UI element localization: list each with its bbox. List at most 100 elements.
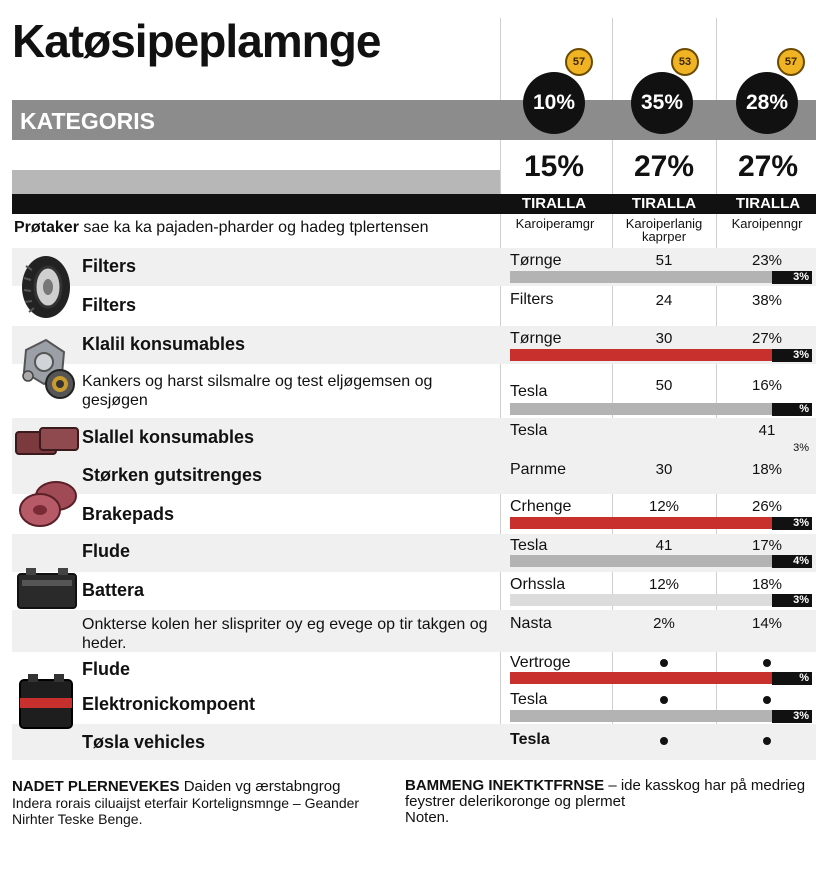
row-label: Størken gutsitrenges	[82, 465, 263, 485]
row-vendor: Nasta	[510, 615, 552, 632]
column-divider	[612, 18, 613, 752]
row-label: Slallel konsumables	[82, 427, 255, 447]
row-label: Kankers og harst silsmalre og test eljøg…	[82, 373, 433, 409]
brake-pad-icon	[15, 427, 79, 455]
battery-icon	[17, 568, 77, 609]
row-vendor: Tesla	[510, 383, 548, 400]
dot-icon	[763, 659, 771, 667]
row-value-1: 12%	[648, 498, 680, 515]
row-tag: %	[772, 403, 812, 416]
row-background	[12, 418, 816, 456]
row-value-1: 30	[655, 330, 673, 347]
row-value-1: 2%	[653, 615, 675, 632]
row-tag: %	[772, 672, 812, 685]
tire-icon	[22, 256, 70, 318]
row-background	[12, 456, 816, 494]
column-big-percent: 27%	[633, 150, 695, 183]
row-bar	[510, 349, 810, 361]
row-bar	[510, 517, 810, 529]
header-strip	[12, 194, 816, 214]
row-vendor: Tesla	[510, 422, 548, 439]
column-subheader: Karoiperamgr	[515, 216, 595, 231]
row-bar	[510, 403, 810, 415]
row-bar	[510, 271, 810, 283]
row-value-2: 18%	[751, 576, 783, 593]
column-big-percent: 15%	[523, 150, 585, 183]
row-value-1: 41	[655, 537, 673, 554]
page-title: Katøsipeplamnge	[12, 15, 381, 67]
row-tag: 3%	[772, 271, 812, 284]
row-vendor: Filters	[510, 291, 554, 308]
row-bar	[510, 710, 810, 722]
row-value-2	[718, 732, 816, 749]
row-background	[12, 610, 816, 652]
row-label: Tøsla vehicles	[82, 732, 206, 752]
column-divider	[716, 18, 717, 752]
battery-module-icon	[19, 674, 73, 729]
row-value-1: 12%	[648, 576, 680, 593]
row-tag: 3%	[772, 517, 812, 530]
row-value-1	[614, 654, 714, 671]
row-label: Filters	[82, 256, 137, 276]
row-vendor: Tesla	[510, 731, 550, 748]
dot-icon	[660, 659, 668, 667]
column-circle: 28%	[736, 72, 798, 134]
column-label: TIRALLA	[735, 195, 801, 212]
row-value-2: 14%	[751, 615, 783, 632]
row-label: Elektronickompoent	[82, 694, 256, 714]
row-tag: 4%	[772, 555, 812, 568]
row-label: Klalil konsumables	[82, 334, 246, 354]
wheel-hub-icon	[22, 338, 75, 399]
dot-icon	[660, 737, 668, 745]
row-label: Brakepads	[82, 504, 175, 524]
row-label: Battera	[82, 580, 145, 600]
row-tag: 3%	[772, 710, 812, 723]
brake-disc-icon	[19, 481, 77, 527]
row-value-2	[718, 691, 816, 708]
row-value-2: 26%	[751, 498, 783, 515]
header-band	[12, 170, 500, 194]
badge-icon: 57	[777, 48, 805, 76]
category-label: KATEGORIS	[20, 108, 156, 134]
row-value-2: 18%	[751, 461, 783, 478]
row-value-1	[614, 732, 714, 749]
row-background	[12, 724, 816, 760]
row-label: Flude	[82, 659, 130, 679]
row-tag: 3%	[793, 442, 809, 454]
row-vendor: Tesla	[510, 537, 548, 554]
row-value-2: 38%	[751, 292, 783, 309]
column-subheader: Karoipenngr	[731, 216, 803, 231]
row-value-2: 16%	[751, 377, 783, 394]
row-value-1: 30	[655, 461, 673, 478]
row-tag: 3%	[772, 594, 812, 607]
row-label: Flude	[82, 541, 130, 561]
row-bar	[510, 594, 810, 606]
column-circle: 35%	[631, 72, 693, 134]
dot-icon	[763, 737, 771, 745]
row-label: Onkterse kolen her slispriter oy eg eveg…	[82, 616, 488, 652]
row-value-1: 50	[655, 377, 673, 394]
row-tag: 3%	[772, 349, 812, 362]
column-subheader: Karoiperlanig kaprper	[625, 216, 703, 244]
row-bar	[510, 555, 810, 567]
badge-icon: 53	[671, 48, 699, 76]
column-circle: 10%	[523, 72, 585, 134]
row-vendor: Parnme	[510, 461, 567, 478]
row-bar	[510, 672, 810, 684]
footer-note-right: BAMMENG INEKTKTFRNSE – ide kasskog har p…	[405, 777, 806, 826]
column-label: TIRALLA	[521, 195, 587, 212]
row-vendor: Tesla	[510, 691, 548, 708]
row-value-1: 51	[655, 252, 673, 269]
row-vendor: Orhssla	[510, 576, 566, 593]
row-value-1: 24	[655, 292, 673, 309]
column-big-percent: 27%	[737, 150, 799, 183]
row-value-2: 27%	[751, 330, 783, 347]
column-divider	[500, 18, 501, 752]
row-vendor: Tørnge	[510, 252, 562, 269]
row-value-2: 41	[758, 422, 776, 439]
dot-icon	[660, 696, 668, 704]
badge-icon: 57	[565, 48, 593, 76]
row-value-2	[718, 654, 816, 671]
footer-note-left: NADET PLERNEVEKES Daiden vg ærstabngrog …	[12, 778, 360, 828]
row-label: Filters	[82, 295, 137, 315]
